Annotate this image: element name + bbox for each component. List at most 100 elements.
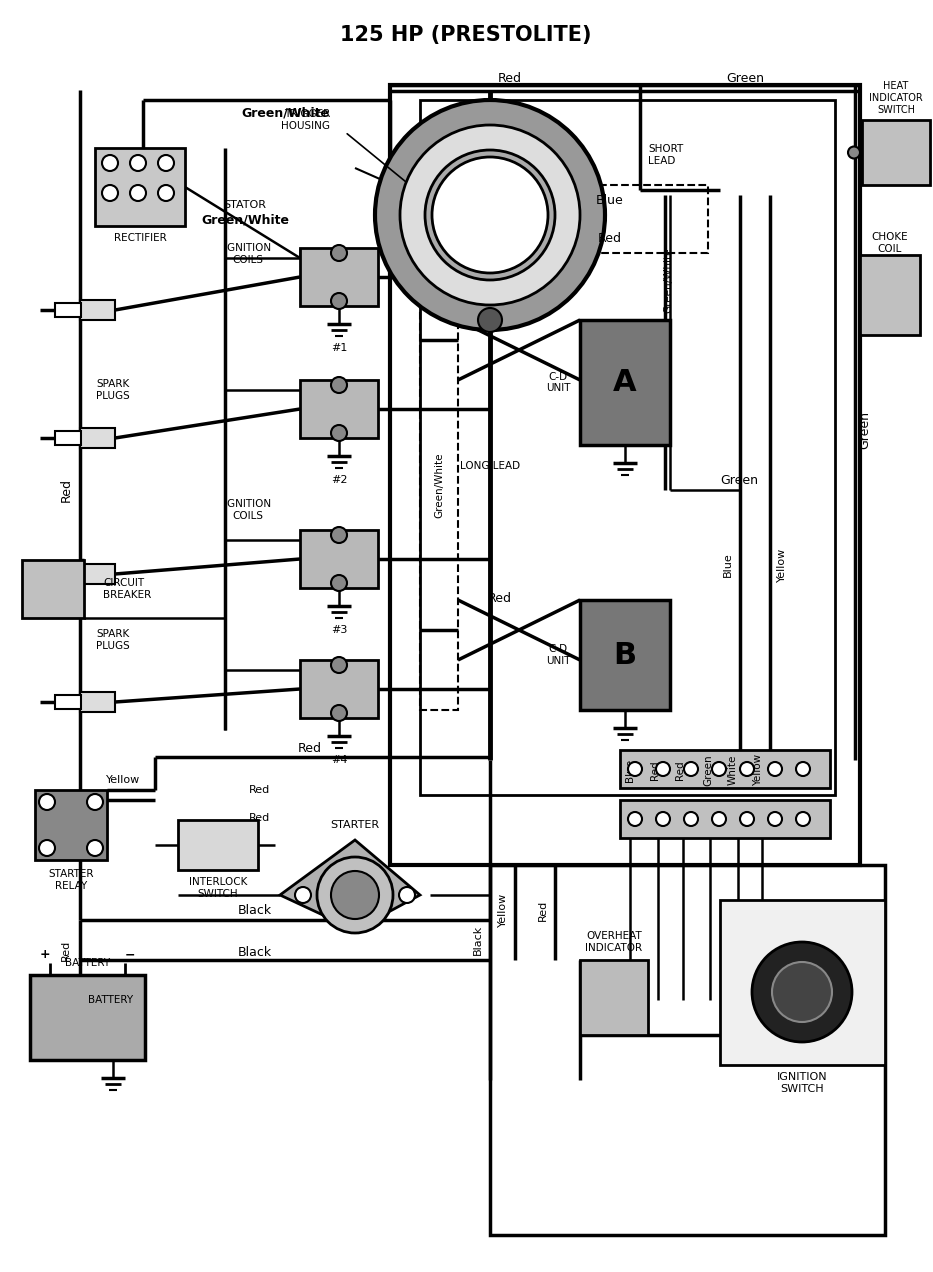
Circle shape: [331, 377, 347, 393]
Circle shape: [158, 184, 174, 201]
Text: BATTERY: BATTERY: [88, 995, 133, 1005]
Bar: [80, 300, 115, 321]
Text: Red: Red: [488, 591, 512, 604]
Bar: [860, 254, 920, 335]
Text: IGNITION
COILS: IGNITION COILS: [225, 499, 272, 520]
Text: HEAT
INDICATOR
SWITCH: HEAT INDICATOR SWITCH: [870, 81, 923, 114]
Circle shape: [331, 245, 347, 261]
Text: STARTER
RELAY: STARTER RELAY: [49, 869, 93, 890]
Text: #4: #4: [331, 756, 347, 764]
Text: M: M: [833, 1007, 843, 1018]
Text: Red: Red: [298, 742, 322, 754]
Text: Red: Red: [61, 940, 71, 960]
Bar: [80, 427, 115, 448]
Circle shape: [478, 308, 502, 332]
Bar: [580, 321, 670, 445]
Text: Red: Red: [538, 899, 548, 921]
Text: Red: Red: [249, 813, 271, 823]
Circle shape: [848, 146, 860, 159]
Bar: [620, 800, 830, 838]
Text: INTERLOCK
SWITCH: INTERLOCK SWITCH: [188, 878, 247, 899]
Circle shape: [102, 155, 118, 170]
Text: C: C: [762, 965, 769, 976]
Circle shape: [712, 762, 726, 776]
Circle shape: [331, 425, 347, 441]
Text: Blue: Blue: [596, 193, 624, 206]
Bar: [300, 380, 378, 438]
Text: White: White: [728, 754, 738, 785]
Bar: [22, 560, 84, 618]
Circle shape: [399, 887, 415, 903]
Text: #3: #3: [331, 625, 347, 635]
Polygon shape: [280, 840, 420, 930]
Text: Green: Green: [726, 71, 764, 84]
Text: B: B: [835, 965, 842, 976]
Text: Red: Red: [60, 478, 73, 502]
Text: OVERHEAT
INDICATOR: OVERHEAT INDICATOR: [585, 931, 643, 953]
Text: 125 HP (PRESTOLITE): 125 HP (PRESTOLITE): [341, 25, 592, 45]
Text: SHORT
LEAD: SHORT LEAD: [648, 144, 683, 165]
Text: RECTIFIER: RECTIFIER: [114, 233, 166, 243]
Circle shape: [400, 125, 580, 305]
Circle shape: [752, 943, 852, 1042]
Text: CHOKE
COIL: CHOKE COIL: [871, 233, 909, 254]
Text: IGNITION
COILS: IGNITION COILS: [225, 243, 272, 265]
Circle shape: [158, 155, 174, 170]
Text: +: +: [40, 949, 50, 962]
Text: TRIGGER
HOUSING: TRIGGER HOUSING: [281, 109, 330, 131]
Bar: [95, 148, 185, 226]
Circle shape: [39, 840, 55, 856]
Circle shape: [375, 100, 605, 329]
Circle shape: [796, 812, 810, 826]
Text: Green/White: Green/White: [663, 247, 673, 313]
Text: A: A: [613, 368, 637, 397]
Text: Black: Black: [238, 903, 272, 917]
Circle shape: [740, 812, 754, 826]
Bar: [35, 790, 107, 860]
Text: STARTER: STARTER: [330, 820, 380, 831]
Circle shape: [331, 293, 347, 309]
Circle shape: [740, 762, 754, 776]
Text: S: S: [799, 945, 805, 955]
Bar: [580, 960, 648, 1035]
Circle shape: [656, 762, 670, 776]
Bar: [300, 530, 378, 588]
Circle shape: [425, 150, 555, 280]
Circle shape: [130, 155, 146, 170]
Bar: [300, 660, 378, 717]
Circle shape: [130, 184, 146, 201]
Text: Blue: Blue: [723, 552, 733, 577]
Bar: [390, 85, 860, 865]
Bar: [80, 692, 115, 712]
Circle shape: [684, 762, 698, 776]
Bar: [580, 600, 670, 710]
Circle shape: [331, 871, 379, 918]
Circle shape: [796, 762, 810, 776]
Circle shape: [331, 705, 347, 721]
Text: IGNITION
SWITCH: IGNITION SWITCH: [776, 1072, 828, 1094]
Text: Yellow: Yellow: [777, 548, 787, 583]
Text: #1: #1: [331, 343, 347, 354]
Text: #2: #2: [331, 474, 347, 485]
Bar: [55, 303, 81, 317]
Circle shape: [39, 794, 55, 810]
Text: Red: Red: [249, 785, 271, 795]
Text: −: −: [125, 949, 135, 962]
Text: Red: Red: [598, 232, 622, 244]
Text: B: B: [613, 641, 636, 669]
Text: CIRCUIT
BREAKER: CIRCUIT BREAKER: [103, 579, 151, 600]
Circle shape: [87, 794, 103, 810]
Bar: [55, 567, 81, 581]
Text: Red: Red: [675, 761, 685, 780]
Circle shape: [768, 812, 782, 826]
Bar: [30, 976, 145, 1060]
Text: BATTERY: BATTERY: [65, 958, 110, 968]
Circle shape: [317, 857, 393, 932]
Text: Blue: Blue: [625, 758, 635, 781]
Text: Black: Black: [238, 945, 272, 959]
Bar: [490, 865, 885, 1235]
Circle shape: [628, 762, 642, 776]
Text: Green: Green: [720, 473, 758, 486]
Circle shape: [331, 575, 347, 591]
Circle shape: [656, 812, 670, 826]
